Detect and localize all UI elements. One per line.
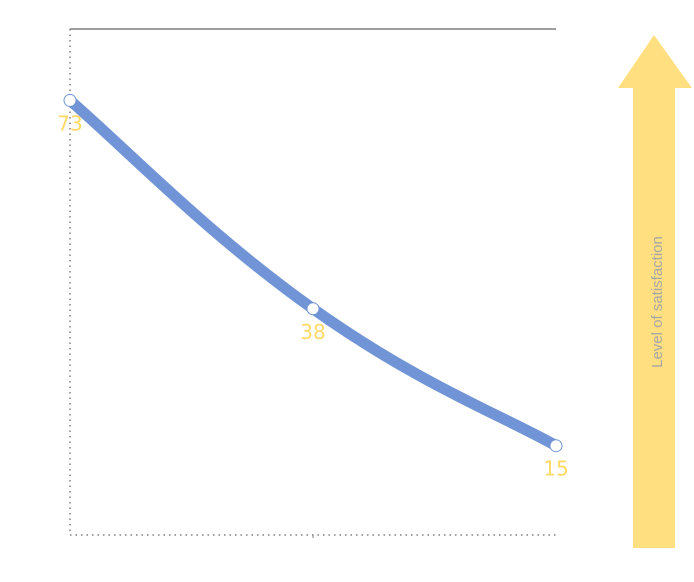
series-line <box>64 94 562 452</box>
data-label-layer: 73 38 15 <box>57 111 568 480</box>
data-label: 73 <box>57 111 82 135</box>
marker-layer <box>63 93 563 453</box>
data-point <box>63 93 77 107</box>
data-point <box>306 302 320 316</box>
series-layer <box>64 94 562 452</box>
arrow-label: Level of satisfaction <box>649 236 666 368</box>
data-label: 15 <box>543 457 568 481</box>
up-arrow-icon <box>618 35 692 548</box>
data-label: 38 <box>300 320 325 344</box>
data-point <box>549 439 563 453</box>
